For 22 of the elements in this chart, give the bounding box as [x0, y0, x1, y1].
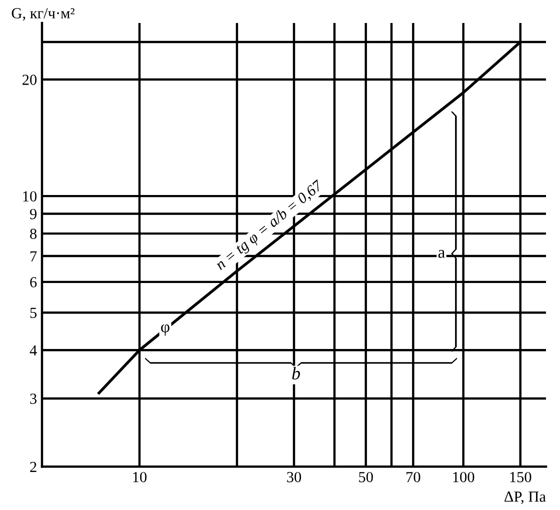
annotation: n = tg φ = a/b = 0,67 [214, 178, 326, 273]
y-tick-label: 10 [23, 191, 37, 202]
annotation: φ [161, 324, 170, 336]
y-tick-label: 3 [30, 394, 37, 404]
y-tick-label: 6 [30, 277, 37, 288]
x-axis-title: ΔP, Па [504, 492, 546, 504]
x-tick-label: 50 [359, 472, 373, 482]
y-tick-label: 20 [22, 74, 37, 85]
x-tick-label: 100 [453, 472, 474, 482]
y-tick-label: 5 [30, 308, 37, 318]
annotation: b [292, 366, 300, 380]
x-tick-label: 70 [406, 472, 420, 482]
y-axis-title: G, кг/ч·м² [12, 8, 74, 21]
y-tick-label: 9 [30, 208, 37, 220]
x-tick-label: 30 [287, 472, 302, 482]
y-tick-label: 2 [30, 462, 36, 472]
y-tick-label: 7 [30, 251, 37, 262]
annotation: a [438, 250, 445, 258]
x-tick-label: 150 [510, 472, 532, 482]
x-tick-label: 10 [133, 472, 147, 482]
y-tick-label: 4 [30, 345, 37, 356]
y-tick-label: 8 [30, 228, 37, 240]
